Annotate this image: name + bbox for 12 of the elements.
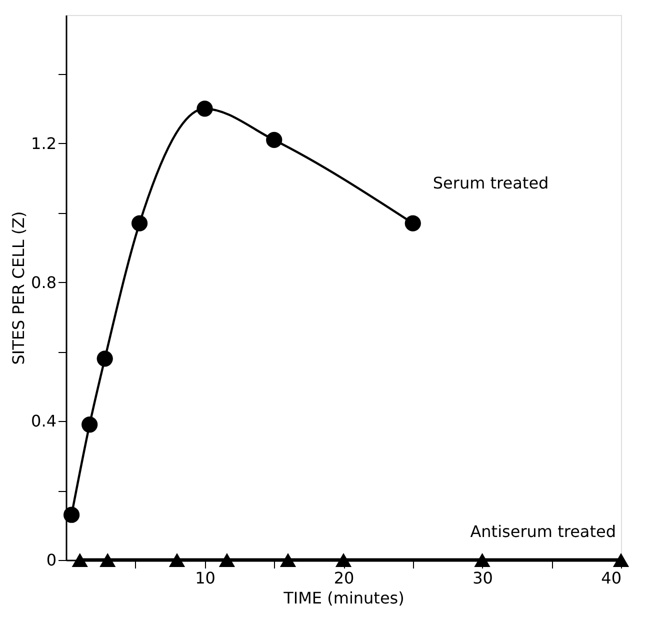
series-label: Serum treated [432, 173, 549, 192]
x-axis-title: TIME (minutes) [282, 588, 404, 608]
y-tick-label: 0 [46, 550, 56, 570]
x-tick-label: 20 [334, 568, 354, 588]
series-label: Antiserum treated [470, 522, 616, 541]
x-tick-label: 40 [601, 568, 622, 588]
y-tick-label: 0.8 [31, 272, 56, 292]
y-tick-label: 0.4 [31, 412, 56, 431]
x-tick-label: 30 [472, 568, 493, 588]
x-tick-label: 10 [195, 568, 216, 588]
y-tick-label: 1.2 [31, 134, 56, 153]
y-axis-title: SITES PER CELL (Z) [9, 211, 28, 365]
